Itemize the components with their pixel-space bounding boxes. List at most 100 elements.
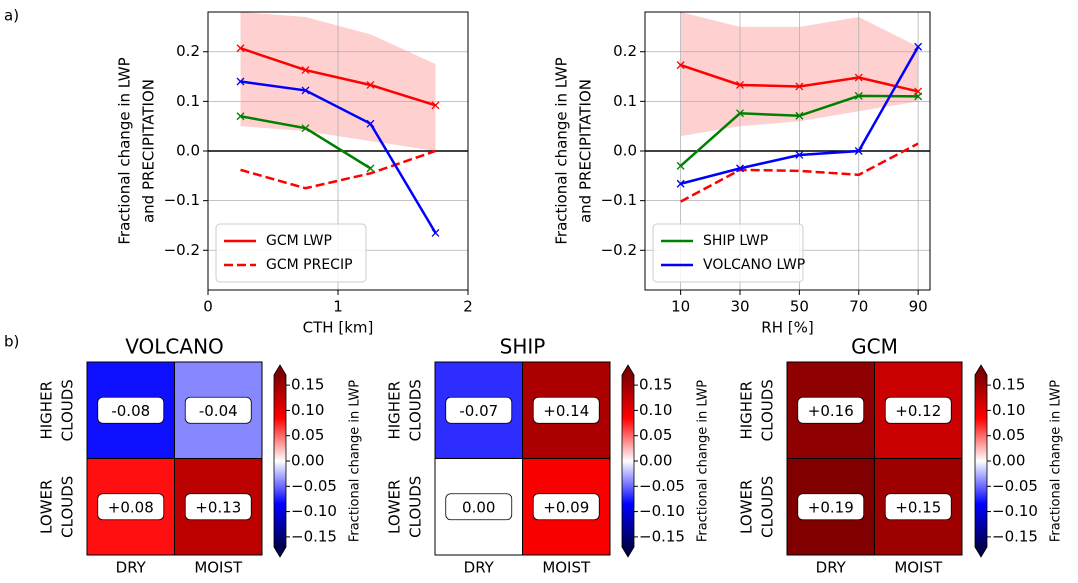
colorbar-label: Fractional change in LWP (696, 380, 711, 542)
colorbar-tick-label: −0.10 (992, 502, 1038, 520)
colorbar-tick-label: 0.15 (639, 376, 672, 394)
value-label-box (532, 493, 600, 521)
legend-label: GCM LWP (266, 233, 332, 249)
colorbar (975, 375, 987, 547)
value-label: +0.14 (543, 402, 589, 420)
colorbar-tick-label: −0.15 (992, 527, 1038, 545)
y-tick-label: 0.1 (176, 92, 200, 110)
value-label: -0.07 (459, 402, 498, 420)
value-label-box (184, 396, 252, 424)
row-label: LOWER (738, 480, 756, 534)
column-label: MOIST (194, 559, 243, 577)
point-marker (736, 164, 744, 173)
colorbar-extend (622, 547, 634, 557)
column-label: DRY (816, 559, 847, 577)
y-tick-label: 0.2 (176, 42, 200, 60)
y-tick-label: 0.0 (613, 142, 637, 160)
colorbar-tick-label: 0.05 (291, 426, 324, 444)
value-label-box (532, 396, 600, 424)
column-label: DRY (116, 559, 147, 577)
legend-label: GCM PRECIP (266, 257, 353, 273)
value-label-box (884, 493, 952, 521)
point-marker (236, 44, 245, 53)
colorbar-tick-label: −0.10 (291, 502, 337, 520)
axes-frame (207, 11, 469, 291)
point-marker (795, 151, 804, 159)
row-label: CLOUDS (407, 379, 425, 441)
x-tick-label: 0 (203, 298, 213, 316)
point-marker (301, 66, 310, 75)
colorbar-tick-label: 0.00 (639, 452, 672, 470)
point-marker (914, 42, 923, 51)
value-label: +0.09 (543, 498, 589, 516)
row-label: HIGHER (386, 381, 404, 440)
colorbar-tick-label: 0.10 (639, 401, 672, 419)
colorbar-tick-label: 0.00 (291, 452, 324, 470)
value-label-box (884, 396, 952, 424)
value-label-box (184, 493, 252, 521)
series-line (240, 80, 437, 234)
colorbar-extend (274, 547, 286, 557)
panel-label: b) (4, 333, 19, 351)
point-marker (366, 164, 375, 173)
x-tick-label: 30 (730, 298, 749, 316)
colorbar-tick-label: 0.15 (291, 376, 324, 394)
colorbar-tick-label: 0.10 (992, 401, 1025, 419)
point-marker (736, 81, 744, 89)
y-tick-label: 0.0 (176, 142, 200, 160)
value-label: +0.19 (808, 498, 854, 516)
plot-area (208, 12, 468, 290)
row-label: LOWER (38, 480, 56, 534)
colorbar-label: Fractional change in LWP (1049, 380, 1064, 542)
x-tick-label: 70 (849, 298, 868, 316)
colorbar-tick-label: 0.05 (992, 426, 1025, 444)
point-marker (236, 112, 245, 121)
point-marker (795, 111, 804, 120)
colorbar-tick-label: 0.05 (639, 426, 672, 444)
series-line (680, 142, 919, 203)
value-label: -0.08 (111, 402, 150, 420)
point-marker (736, 109, 744, 118)
y-axis-label: and PRECIPITATION (577, 79, 595, 223)
value-label: +0.13 (195, 498, 241, 516)
colorbar-extend (622, 365, 634, 375)
point-marker (854, 91, 863, 100)
column-label: DRY (464, 559, 495, 577)
row-label: HIGHER (38, 381, 56, 440)
row-label: CLOUDS (59, 379, 77, 441)
row-label: CLOUDS (759, 476, 777, 538)
colorbar-label: Fractional change in LWP (348, 380, 363, 542)
value-label-box (797, 396, 865, 424)
legend-label: VOLCANO LWP (703, 257, 805, 273)
colorbar-tick-label: −0.15 (639, 527, 685, 545)
panel-label: a) (4, 7, 19, 25)
y-tick-label: −0.1 (601, 191, 637, 209)
row-label: HIGHER (738, 381, 756, 440)
colorbar-tick-label: −0.05 (639, 477, 685, 495)
colorbar-extend (274, 365, 286, 375)
y-tick-label: 0.2 (613, 42, 637, 60)
point-marker (676, 161, 685, 170)
value-label: +0.08 (108, 498, 154, 516)
colorbar-tick-label: 0.15 (992, 376, 1025, 394)
row-label: CLOUDS (407, 476, 425, 538)
value-label-box (797, 493, 865, 521)
x-tick-label: 1 (333, 298, 343, 316)
heatmap-title: VOLCANO (125, 335, 224, 359)
heatmap-title: GCM (851, 335, 898, 359)
legend-box (652, 223, 804, 283)
colorbar-tick-label: −0.15 (291, 527, 337, 545)
value-label: 0.00 (462, 498, 495, 516)
value-label-box (97, 493, 165, 521)
point-marker (301, 124, 310, 133)
x-tick-label: 90 (909, 298, 928, 316)
point-marker (366, 81, 375, 89)
point-marker (795, 82, 804, 91)
colorbar-extend (975, 547, 987, 557)
x-tick-label: 10 (671, 298, 690, 316)
y-tick-label: −0.2 (164, 241, 200, 259)
point-marker (854, 147, 863, 155)
series-line (240, 47, 436, 107)
colorbar-tick-label: −0.05 (291, 477, 337, 495)
